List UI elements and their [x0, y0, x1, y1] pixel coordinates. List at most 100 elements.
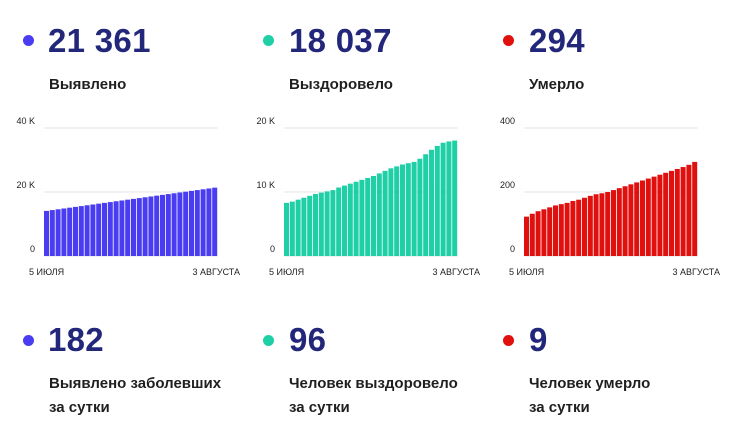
bar — [177, 192, 183, 256]
recovered-daily-dot-icon — [263, 335, 274, 346]
deaths-daily-label-line2: за сутки — [529, 399, 590, 416]
bar — [154, 195, 160, 256]
bar — [119, 200, 125, 256]
bar — [576, 199, 582, 256]
bar — [212, 187, 218, 256]
bar — [599, 193, 605, 256]
x-start-label: 5 ИЮЛЯ — [269, 267, 304, 277]
deaths-daily-dot-icon — [503, 335, 514, 346]
confirmed-daily-value: 182 — [48, 321, 104, 358]
bar — [365, 177, 371, 256]
confirmed-daily-label-line1: Выявлено заболевших — [49, 375, 222, 392]
bar — [593, 194, 599, 256]
bar — [44, 210, 49, 256]
confirmed-bar-chart: 0 20 K 40 K 5 ИЮЛЯ 3 АВГУСТА — [16, 116, 240, 277]
bar — [84, 205, 90, 256]
bar — [440, 142, 446, 256]
y-tick-label: 40 K — [16, 116, 35, 126]
bar — [330, 190, 336, 256]
bar — [189, 190, 194, 256]
bar — [284, 202, 289, 256]
bar — [535, 211, 541, 256]
x-start-label: 5 ИЮЛЯ — [29, 267, 64, 277]
bar — [200, 189, 206, 256]
bar — [90, 204, 96, 256]
bar — [394, 166, 400, 256]
bar — [78, 206, 84, 256]
bar — [107, 202, 113, 256]
bar — [680, 167, 686, 256]
bar — [423, 154, 429, 256]
bar — [429, 149, 434, 256]
bar — [67, 207, 73, 256]
y-tick-label: 10 K — [256, 180, 275, 190]
bar — [634, 182, 640, 256]
confirmed-daily-label-line2: за сутки — [49, 399, 110, 416]
bar — [61, 208, 67, 256]
bar — [541, 209, 547, 256]
deaths-total-value: 294 — [529, 22, 585, 59]
bar — [160, 194, 165, 256]
bar — [125, 199, 131, 256]
bar — [165, 194, 171, 256]
bar — [558, 204, 564, 256]
bar — [417, 158, 423, 256]
recovered-dot-icon — [263, 35, 274, 46]
recovered-daily-label-line1: Человек выздоровело — [289, 375, 458, 392]
bar — [313, 193, 318, 256]
confirmed-total-label: Выявлено — [49, 76, 127, 93]
bar — [446, 141, 452, 256]
recovered-total-value: 18 037 — [289, 22, 392, 59]
bar — [645, 178, 651, 256]
confirmed-daily-dot-icon — [23, 335, 34, 346]
bar — [587, 195, 593, 256]
bar — [318, 192, 324, 256]
deaths-bar-chart: 0 200 400 5 ИЮЛЯ 3 АВГУСТА — [500, 116, 720, 277]
bar — [434, 145, 440, 256]
bar — [411, 161, 417, 256]
x-end-label: 3 АВГУСТА — [432, 267, 480, 277]
recovered-daily-label-line2: за сутки — [289, 399, 350, 416]
bar — [622, 186, 628, 256]
y-tick-label: 0 — [270, 244, 275, 254]
confirmed-total-value: 21 361 — [48, 22, 151, 59]
bar — [171, 193, 177, 256]
bar — [371, 176, 376, 256]
recovered-total-label: Выздоровело — [289, 76, 393, 93]
bar — [102, 202, 107, 256]
bar — [669, 170, 674, 256]
bar — [553, 205, 558, 256]
bar — [547, 207, 553, 256]
y-tick-label: 400 — [500, 116, 515, 126]
y-tick-label: 0 — [510, 244, 515, 254]
x-end-label: 3 АВГУСТА — [192, 267, 240, 277]
bar — [347, 183, 353, 256]
bar — [353, 181, 359, 256]
bar — [400, 164, 405, 256]
bar — [564, 202, 570, 256]
bar — [49, 210, 55, 256]
bar — [628, 184, 634, 256]
bar — [570, 200, 576, 256]
bar — [307, 195, 313, 256]
bar — [651, 176, 657, 256]
y-tick-label: 20 K — [256, 116, 275, 126]
bar — [113, 201, 119, 256]
bar — [640, 180, 645, 256]
bar — [452, 140, 458, 256]
bar — [611, 190, 616, 256]
recovered-bar-chart: 0 10 K 20 K 5 ИЮЛЯ 3 АВГУСТА — [256, 116, 480, 277]
x-start-label: 5 ИЮЛЯ — [509, 267, 544, 277]
bar — [529, 213, 535, 256]
y-tick-label: 0 — [30, 244, 35, 254]
deaths-daily-label-line1: Человек умерло — [529, 375, 651, 392]
bar — [582, 197, 587, 256]
bar — [136, 198, 142, 256]
bar — [376, 173, 382, 256]
bar — [663, 172, 669, 256]
deaths-chart: 0 200 400 5 ИЮЛЯ 3 АВГУСТА — [480, 115, 730, 285]
deaths-dot-icon — [503, 35, 514, 46]
deaths-daily-value: 9 — [529, 321, 548, 358]
bar — [324, 191, 330, 256]
bar — [405, 163, 411, 256]
